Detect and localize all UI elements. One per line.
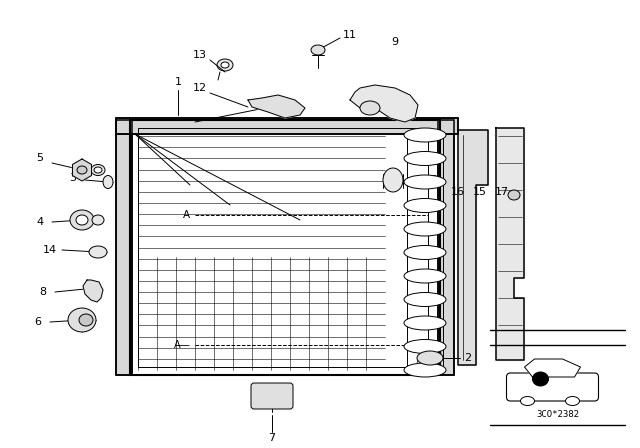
Ellipse shape (404, 363, 446, 377)
Ellipse shape (68, 308, 96, 332)
Text: 8: 8 (40, 287, 47, 297)
Ellipse shape (89, 246, 107, 258)
Text: 1: 1 (175, 77, 182, 87)
Text: 4: 4 (36, 217, 44, 227)
Text: 3: 3 (70, 173, 77, 183)
Polygon shape (350, 85, 418, 122)
Text: 5: 5 (36, 153, 44, 163)
Text: 14: 14 (43, 245, 57, 255)
Ellipse shape (103, 176, 113, 189)
Ellipse shape (311, 45, 325, 55)
Polygon shape (525, 359, 580, 377)
Text: 13: 13 (193, 50, 207, 60)
Ellipse shape (404, 316, 446, 330)
Ellipse shape (404, 269, 446, 283)
Ellipse shape (566, 396, 579, 405)
Ellipse shape (404, 128, 446, 142)
Text: 9: 9 (392, 37, 399, 47)
Ellipse shape (360, 101, 380, 115)
Text: 6: 6 (35, 317, 42, 327)
Ellipse shape (417, 351, 443, 365)
Ellipse shape (77, 166, 87, 174)
Ellipse shape (520, 396, 534, 405)
Bar (130, 120, 440, 375)
Ellipse shape (404, 246, 446, 259)
Bar (438, 120, 454, 375)
Bar (116, 118, 458, 134)
Ellipse shape (217, 59, 233, 71)
Ellipse shape (404, 340, 446, 353)
Bar (116, 118, 458, 134)
Polygon shape (248, 95, 305, 118)
FancyBboxPatch shape (506, 373, 598, 401)
Ellipse shape (508, 190, 520, 200)
Ellipse shape (79, 314, 93, 326)
Text: 12: 12 (193, 83, 207, 93)
Text: 2: 2 (465, 353, 472, 363)
Ellipse shape (94, 167, 102, 173)
Bar (116, 120, 132, 375)
Text: 3CO*2382: 3CO*2382 (536, 410, 579, 419)
Polygon shape (458, 130, 488, 365)
Text: A: A (183, 210, 190, 220)
Text: 10: 10 (425, 175, 439, 185)
Polygon shape (72, 159, 92, 181)
Text: 17: 17 (495, 187, 509, 197)
Ellipse shape (404, 175, 446, 189)
Ellipse shape (91, 164, 105, 176)
Text: A―: A― (173, 340, 190, 350)
Text: 11: 11 (343, 30, 357, 40)
Bar (130, 120, 440, 375)
Text: 15: 15 (473, 187, 487, 197)
Polygon shape (83, 280, 103, 302)
Polygon shape (496, 128, 524, 360)
Ellipse shape (404, 198, 446, 212)
Ellipse shape (70, 210, 94, 230)
Ellipse shape (404, 293, 446, 306)
Text: 16: 16 (451, 187, 465, 197)
Ellipse shape (383, 168, 403, 192)
Ellipse shape (92, 215, 104, 225)
Ellipse shape (532, 372, 548, 386)
FancyBboxPatch shape (251, 383, 293, 409)
Ellipse shape (76, 215, 88, 225)
Bar (116, 120, 132, 375)
Ellipse shape (221, 62, 229, 68)
Text: 7: 7 (268, 433, 276, 443)
Ellipse shape (404, 151, 446, 165)
Bar (438, 120, 454, 375)
Ellipse shape (404, 222, 446, 236)
Bar (138, 128, 428, 367)
